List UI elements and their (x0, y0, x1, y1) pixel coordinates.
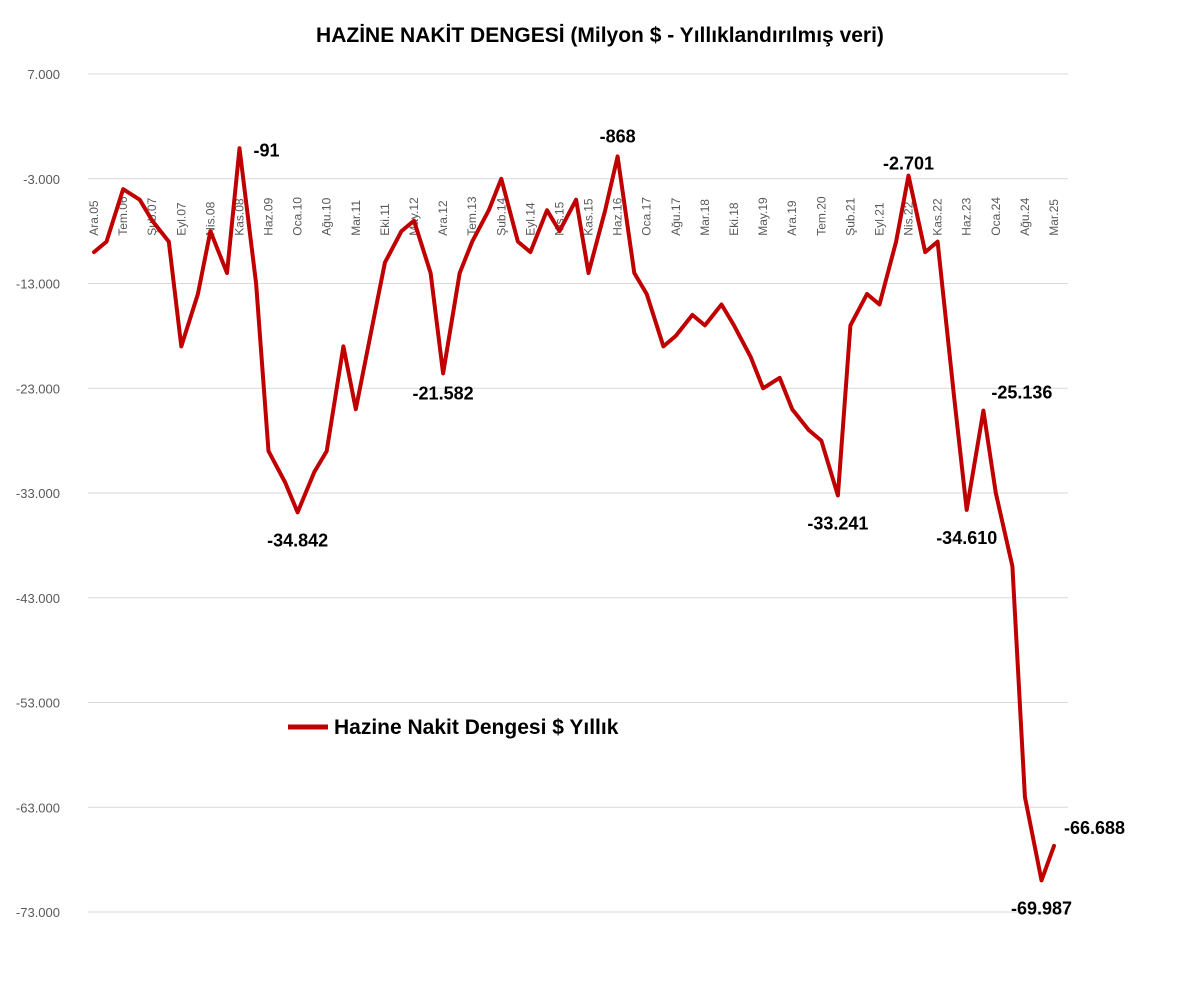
x-tick-label: Haz.23 (960, 197, 974, 235)
data-label: -21.582 (413, 383, 474, 403)
x-tick-label: Eki.11 (378, 203, 392, 236)
chart-title: HAZİNE NAKİT DENGESİ (Milyon $ - Yıllıkl… (316, 24, 884, 47)
x-tick-label: Mar.18 (698, 199, 712, 236)
y-tick-label: -73.000 (16, 905, 60, 920)
legend-label: Hazine Nakit Dengesi $ Yıllık (334, 716, 619, 739)
x-tick-label: Kas.22 (931, 198, 945, 236)
data-label: -33.241 (807, 514, 868, 534)
x-tick-label: Mar.25 (1047, 199, 1061, 236)
data-label: -25.136 (991, 383, 1052, 403)
x-tick-label: Ara.19 (785, 200, 799, 236)
x-tick-label: May.19 (756, 197, 770, 236)
y-tick-label: -43.000 (16, 591, 60, 606)
data-label: -34.842 (267, 530, 328, 550)
x-tick-label: Eyl.21 (872, 202, 886, 236)
x-tick-label: Ağu.24 (1018, 197, 1032, 235)
gridlines (88, 73, 1068, 913)
y-tick-label: -53.000 (16, 696, 60, 711)
x-tick-label: Eki.18 (727, 202, 741, 236)
x-tick-label: Şub.21 (843, 197, 857, 235)
x-tick-label: Oca.17 (640, 197, 654, 236)
series-group (92, 146, 1056, 883)
x-tick-label: Ağu.17 (669, 197, 683, 235)
data-label: -91 (253, 140, 279, 160)
x-tick-label: Tem.20 (814, 196, 828, 236)
y-tick-label: -23.000 (16, 381, 60, 396)
y-tick-label: -3.000 (23, 172, 60, 187)
x-tick-label: Ara.12 (436, 200, 450, 236)
y-tick-label: -13.000 (16, 277, 60, 292)
x-tick-label: Oca.10 (291, 197, 305, 236)
x-tick-label: Ağu.10 (320, 197, 334, 235)
x-tick-label: Kas.08 (232, 198, 246, 236)
x-tick-label: Eyl.07 (174, 202, 188, 236)
x-tick-label: Nis.08 (203, 201, 217, 235)
x-tick-label: Kas.15 (582, 198, 596, 236)
series-line (92, 146, 1056, 883)
data-label: -34.610 (936, 528, 997, 548)
data-labels: -91 -34.842 -21.582 -868 -33.241 -2.701 -34.61… (253, 126, 1125, 918)
x-tick-label: Şub.14 (494, 197, 508, 235)
data-label: -66.688 (1064, 818, 1125, 838)
data-label: -69.987 (1011, 898, 1072, 918)
x-tick-label: Ara.05 (87, 200, 101, 236)
x-tick-label: Haz.16 (611, 197, 625, 235)
y-tick-label: -63.000 (16, 800, 60, 815)
legend: Hazine Nakit Dengesi $ Yıllık (288, 716, 619, 739)
y-tick-label: 7.000 (27, 67, 60, 82)
x-tick-label: Nis.22 (902, 201, 916, 235)
x-tick-label: Eyl.14 (523, 202, 537, 236)
x-tick-label: Mar.11 (349, 200, 363, 236)
data-label: -868 (600, 126, 636, 146)
y-tick-label: -33.000 (16, 486, 60, 501)
x-tick-label: Oca.24 (989, 197, 1003, 236)
y-axis-ticks: 7.000 -3.000 -13.000 -23.000 -33.000 -43.000 -… (16, 67, 60, 920)
x-tick-label: Haz.09 (262, 197, 276, 235)
data-label: -2.701 (883, 154, 934, 174)
x-tick-label: Tem.13 (465, 196, 479, 236)
